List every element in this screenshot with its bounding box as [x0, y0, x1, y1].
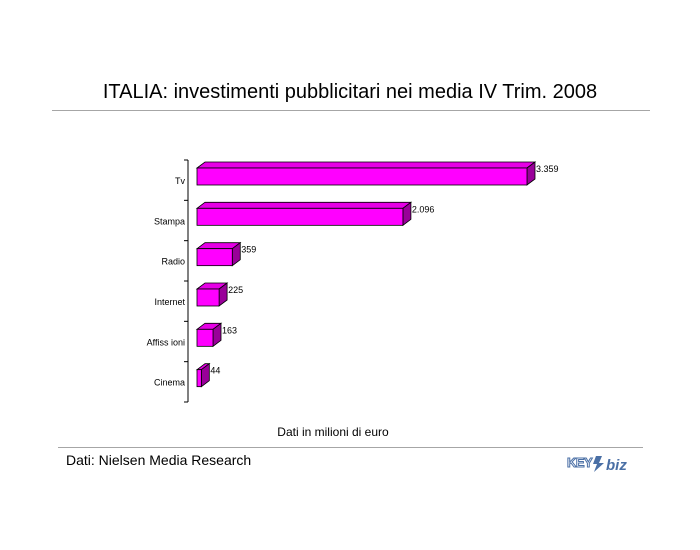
bottom-divider: [58, 447, 643, 448]
category-label: Tv: [175, 176, 185, 186]
bar-affissioni: [195, 322, 223, 348]
category-label: Radio: [161, 257, 185, 267]
value-label: 44: [210, 366, 220, 376]
chart-title: ITALIA: investimenti pubblicitari nei me…: [102, 81, 598, 103]
category-label: Cinema: [154, 378, 185, 388]
top-divider: [52, 110, 650, 111]
key4biz-logo: KEY biz: [567, 455, 628, 475]
category-label: Stampa: [154, 216, 185, 226]
svg-text:biz: biz: [606, 457, 627, 474]
category-label: Internet: [154, 297, 185, 307]
svg-text:KEY: KEY: [567, 455, 593, 470]
value-label: 3.359: [536, 164, 559, 174]
category-label: Affiss ioni: [147, 337, 185, 347]
value-label: 163: [222, 325, 237, 335]
value-label: 2.096: [412, 204, 435, 214]
bar-radio: [195, 241, 242, 267]
bar-stampa: [195, 201, 413, 227]
source-note: Dati: Nielsen Media Research: [66, 452, 252, 468]
bar-tv: [195, 161, 537, 186]
bar-internet: [195, 282, 229, 307]
value-label: 225: [228, 285, 243, 295]
units-caption: Dati in milioni di euro: [277, 425, 389, 439]
value-label: 359: [241, 245, 256, 255]
bar-cinema: [195, 362, 211, 388]
